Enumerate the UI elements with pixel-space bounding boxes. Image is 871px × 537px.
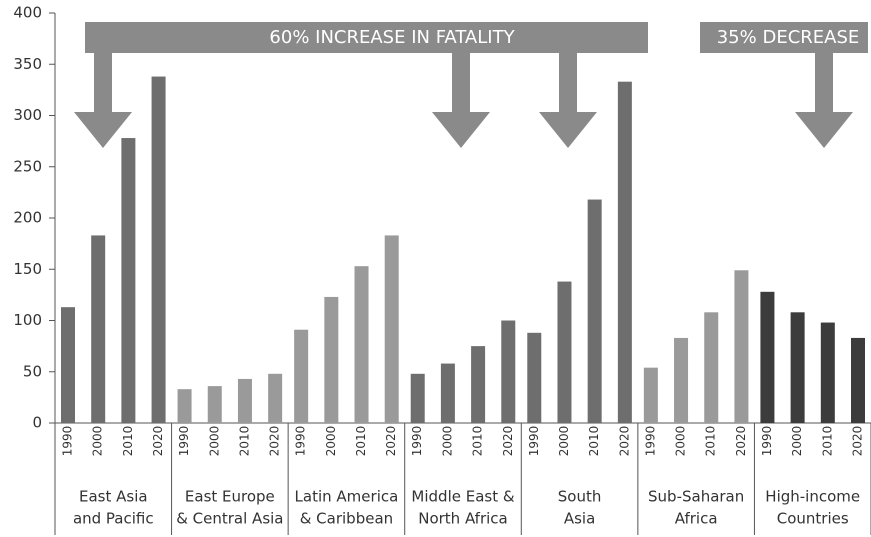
bar [674, 337, 689, 423]
x-tick-label: 2010 [587, 426, 601, 457]
group-label: Africa [675, 510, 718, 528]
group-label: Countries [777, 510, 849, 528]
x-tick-label: 2000 [207, 426, 221, 457]
x-tick-label: 1990 [760, 426, 774, 457]
group-label: Asia [564, 510, 595, 528]
arrow [432, 53, 490, 148]
bar [91, 235, 106, 423]
x-tick-label: 2020 [151, 426, 165, 457]
bar [617, 81, 632, 424]
x-tick-label: 2000 [440, 426, 454, 457]
y-tick-label: 50 [23, 362, 42, 380]
y-tick-label: 300 [13, 106, 42, 124]
x-tick-label: 1990 [61, 426, 75, 457]
x-tick-label: 2020 [851, 426, 865, 457]
bar [268, 373, 283, 423]
x-tick-label: 2000 [324, 426, 338, 457]
y-tick-label: 200 [13, 209, 42, 227]
bar [61, 307, 75, 423]
x-tick-label: 2010 [471, 426, 485, 457]
y-tick-label: 0 [32, 414, 42, 432]
bar [410, 373, 425, 423]
banner [85, 22, 648, 53]
y-tick-label: 100 [13, 311, 42, 329]
x-tick-label: 1990 [527, 426, 541, 457]
x-tick-label: 1990 [294, 426, 308, 457]
group-label: Sub-Saharan [648, 488, 744, 506]
bar [177, 389, 192, 423]
x-tick-label: 2000 [674, 426, 688, 457]
bar [294, 329, 309, 423]
y-tick-label: 250 [13, 157, 42, 175]
x-tick-label: 2020 [384, 426, 398, 457]
bar [587, 199, 602, 423]
bar [151, 76, 166, 424]
bar [471, 346, 486, 423]
x-tick-label: 2010 [820, 426, 834, 457]
arrow [74, 53, 132, 148]
annotation-arrows [74, 22, 868, 148]
group-label: High-income [765, 488, 860, 506]
bar [237, 378, 252, 423]
group-label: Middle East & [411, 488, 514, 506]
group-label: East Europe [185, 488, 275, 506]
bar [324, 296, 339, 423]
x-tick-label: 1990 [177, 426, 191, 457]
x-tick-label: 2020 [501, 426, 515, 457]
x-tick-label: 2010 [354, 426, 368, 457]
bar [501, 320, 516, 423]
x-tick-label: 1990 [410, 426, 424, 457]
bar [643, 367, 658, 423]
y-tick-label: 150 [13, 260, 42, 278]
y-tick-label: 350 [13, 55, 42, 73]
y-tick-label: 400 [13, 4, 42, 22]
bar [527, 332, 542, 423]
bar [384, 235, 399, 423]
arrow [795, 53, 853, 148]
bar [760, 291, 775, 423]
banner [700, 22, 868, 53]
x-tick-label: 2000 [790, 426, 804, 457]
group-label: & Caribbean [300, 510, 393, 528]
bar [704, 312, 719, 423]
bar [790, 312, 805, 423]
bar [354, 266, 369, 423]
group-label: South [558, 488, 602, 506]
x-tick-label: 1990 [643, 426, 657, 457]
x-tick-label: 2000 [557, 426, 571, 457]
bar [820, 322, 835, 423]
x-tick-label: 2020 [268, 426, 282, 457]
x-tick-label: 2020 [734, 426, 748, 457]
x-tick-label: 2010 [237, 426, 251, 457]
bar [734, 270, 749, 423]
x-tick-label: 2000 [91, 426, 105, 457]
annotation: 60% INCREASE IN FATALITY [269, 27, 515, 48]
bar [440, 363, 455, 423]
bar [851, 337, 865, 423]
bar [557, 281, 572, 423]
group-label: and Pacific [73, 510, 154, 528]
group-label: North Africa [418, 510, 508, 528]
group-label: & Central Asia [176, 510, 283, 528]
group-label: Latin America [295, 488, 399, 506]
x-tick-label: 2010 [121, 426, 135, 457]
x-tick-label: 2010 [704, 426, 718, 457]
annotation: 35% DECREASE [717, 27, 860, 48]
x-tick-label: 2020 [617, 426, 631, 457]
group-label: East Asia [79, 488, 148, 506]
bar [121, 138, 136, 424]
arrow [539, 53, 597, 148]
bar [207, 386, 222, 423]
